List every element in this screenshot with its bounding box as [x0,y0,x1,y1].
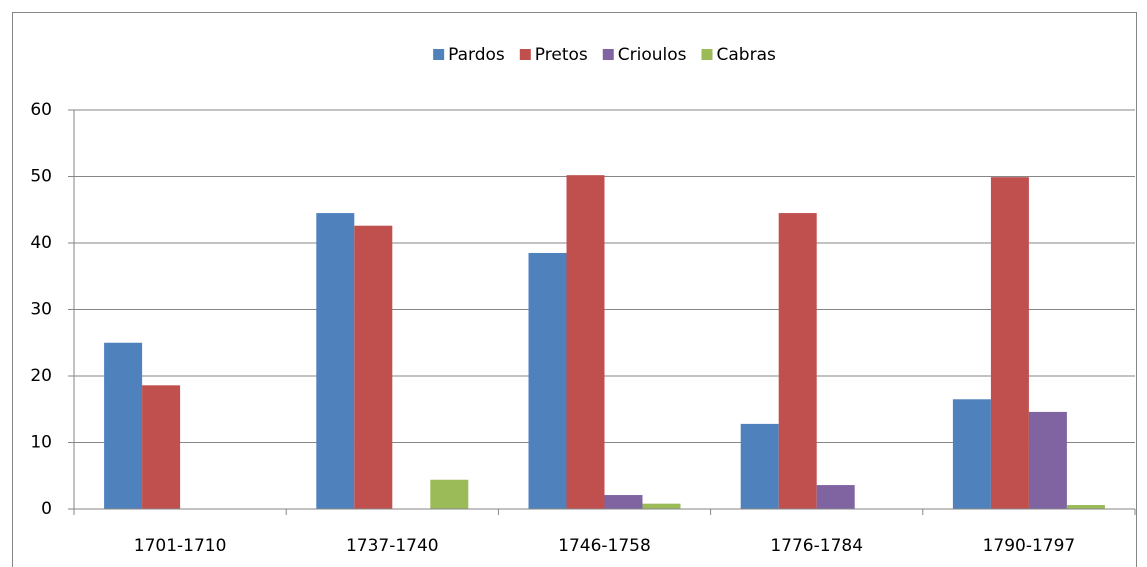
legend-label: Pretos [535,45,588,65]
y-tick-label: 10 [30,433,52,453]
bar [604,495,643,509]
y-tick-label: 20 [30,366,52,386]
bar [952,399,991,509]
x-tick-label: 1737-1740 [346,536,439,556]
bar [566,175,605,510]
legend-swatch [701,49,713,60]
bar [778,213,817,509]
y-tick-label: 60 [30,100,52,120]
y-tick-label: 40 [30,233,52,253]
bar [1066,505,1105,509]
legend-label: Cabras [717,45,776,65]
legend-label: Crioulos [618,45,687,65]
y-tick-label: 30 [30,300,52,320]
bar [642,503,681,509]
x-tick-label: 1746-1758 [558,536,651,556]
x-tick-label: 1790-1797 [983,536,1076,556]
bar [142,385,181,509]
legend-swatch [602,49,614,60]
bar [316,213,355,509]
legend-swatch [433,49,445,60]
bar [354,225,393,509]
bar [740,423,779,509]
legend-label: Pardos [448,45,505,65]
y-tick-label: 50 [30,167,52,187]
y-tick-label: 0 [41,499,52,519]
bar [104,342,143,509]
bar [430,479,469,509]
bar [528,252,567,509]
x-tick-label: 1701-1710 [134,536,227,556]
x-tick-label: 1776-1784 [770,536,863,556]
bar [990,177,1029,510]
legend-swatch [519,49,531,60]
bar [1028,411,1067,509]
bar [816,485,855,509]
